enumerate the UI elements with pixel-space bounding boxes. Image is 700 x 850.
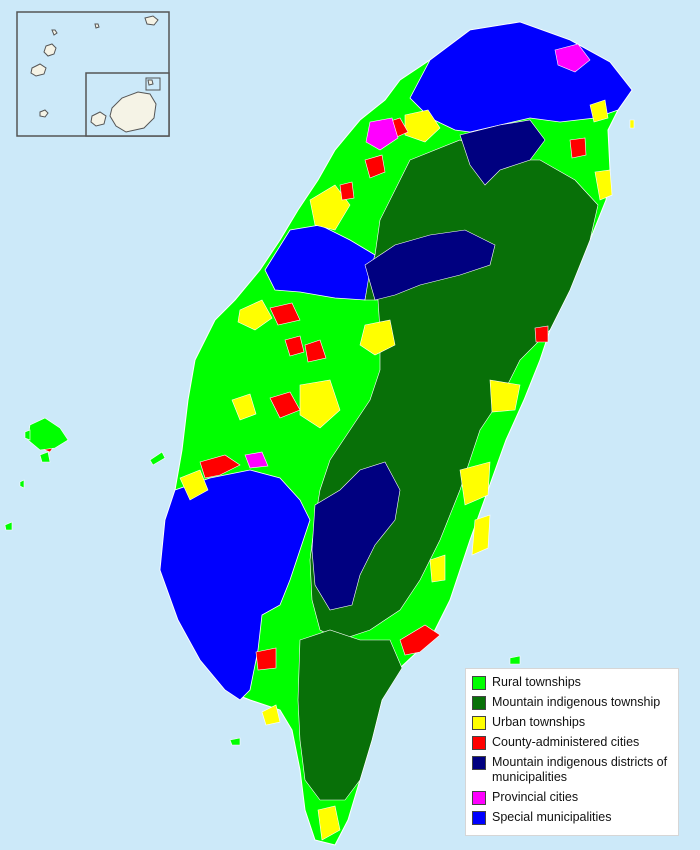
lanyu-island	[229, 737, 241, 746]
legend-swatch-urban	[472, 716, 486, 730]
urban-township	[237, 299, 273, 331]
new-taipei-mountain-district	[459, 119, 546, 186]
southern-mountain-townships	[297, 629, 403, 801]
legend-label: Rural townships	[492, 675, 581, 689]
urban-township	[179, 469, 209, 501]
keelung-city	[554, 43, 591, 73]
legend-label: Urban townships	[492, 715, 586, 729]
legend-item-special-municipality: Special municipalities	[472, 810, 672, 825]
county-city	[199, 454, 241, 479]
penghu-island	[19, 479, 25, 489]
county-city	[255, 647, 277, 671]
urban-township	[471, 514, 491, 556]
legend-label: County-administered cities	[492, 735, 640, 749]
urban-township	[429, 554, 446, 583]
legend-swatch-mountain-township	[472, 696, 486, 710]
urban-township	[589, 99, 609, 123]
tainan-kaohsiung-municipality	[159, 469, 311, 701]
legend-item-county-city: County-administered cities	[472, 735, 672, 750]
matsu-island	[51, 29, 58, 36]
taichung-mountain-district	[364, 229, 496, 301]
matsu-island	[43, 43, 57, 57]
kinmen-island	[90, 111, 107, 127]
legend-swatch-special-municipality	[472, 811, 486, 825]
legend-item-mountain-township: Mountain indigenous township	[472, 695, 672, 710]
chiayi-city	[244, 451, 269, 469]
penghu-island	[39, 451, 51, 463]
urban-township	[261, 704, 281, 726]
urban-township	[231, 393, 257, 421]
matsu-island	[30, 63, 47, 77]
penghu-island	[4, 521, 13, 531]
urban-township	[489, 379, 521, 413]
penghu-island	[149, 451, 166, 466]
matsu-island	[39, 109, 49, 118]
county-city	[399, 624, 441, 656]
county-city	[304, 339, 327, 363]
legend-item-urban: Urban townships	[472, 715, 672, 730]
urban-township	[629, 119, 635, 129]
county-city	[364, 154, 386, 179]
urban-township	[309, 184, 351, 231]
map-legend: Rural townships Mountain indigenous town…	[465, 668, 679, 836]
urban-township	[459, 461, 491, 506]
legend-swatch-county-city	[472, 736, 486, 750]
legend-item-mountain-district: Mountain indigenous districts of municip…	[472, 755, 672, 785]
kinmen-matsu-inset	[16, 11, 170, 137]
legend-label: Mountain indigenous districts of municip…	[492, 755, 668, 784]
legend-swatch-rural	[472, 676, 486, 690]
county-city	[534, 325, 549, 343]
county-city	[339, 181, 355, 201]
legend-label: Special municipalities	[492, 810, 612, 824]
county-city	[569, 137, 587, 159]
county-city	[269, 302, 301, 326]
legend-label: Provincial cities	[492, 790, 579, 804]
kinmen-island	[147, 79, 154, 86]
urban-township	[317, 805, 341, 841]
kaohsiung-mountain-district	[311, 461, 401, 611]
county-city	[269, 391, 301, 419]
green-island	[509, 655, 521, 665]
urban-township	[594, 169, 613, 201]
urban-township	[359, 319, 396, 356]
legend-swatch-provincial-city	[472, 791, 486, 805]
legend-item-rural: Rural townships	[472, 675, 672, 690]
penghu-island	[27, 417, 69, 451]
legend-label: Mountain indigenous township	[492, 695, 661, 709]
legend-swatch-mountain-district	[472, 756, 486, 770]
matsu-island	[94, 23, 100, 29]
hsinchu-city	[365, 117, 399, 151]
kinmen-small-frame	[145, 77, 161, 91]
matsu-island	[144, 15, 159, 26]
kinmen-island	[109, 91, 157, 133]
county-city	[284, 335, 305, 357]
penghu-island	[24, 429, 31, 441]
legend-item-provincial-city: Provincial cities	[472, 790, 672, 805]
